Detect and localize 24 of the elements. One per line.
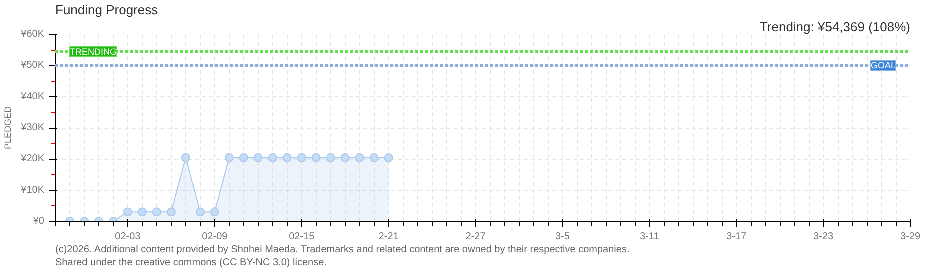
y-tick-label: ¥20K bbox=[20, 154, 45, 165]
ref-line-label: TRENDING bbox=[70, 47, 117, 58]
text: (c)2026. Additional content provided by Shohei Maeda. Trademarks and related content are owned by their respective companies. bbox=[56, 244, 630, 256]
x-tick-label: 02-03 bbox=[115, 232, 142, 242]
x-tick-label: 3-17 bbox=[726, 232, 748, 242]
chart-subtitle: Trending: ¥54,369 (108%) bbox=[760, 20, 910, 34]
y-tick-label: ¥40K bbox=[20, 91, 45, 102]
y-tick-label: ¥10K bbox=[20, 184, 45, 196]
y-tick-label: ¥50K bbox=[20, 60, 45, 72]
y-tick-label: ¥0 bbox=[32, 216, 45, 227]
x-tick-label: 2-27 bbox=[466, 232, 486, 242]
x-tick-label: 3-11 bbox=[640, 232, 660, 242]
x-tick-label: 3-23 bbox=[814, 232, 834, 242]
x-tick-label: 3-5 bbox=[555, 232, 570, 242]
x-tick-label: 02-09 bbox=[202, 232, 228, 242]
ref-line-label: GOAL bbox=[871, 60, 896, 71]
x-tick-label: 02-15 bbox=[289, 232, 316, 242]
x-tick-label: 2-21 bbox=[378, 232, 400, 242]
text: Shared under the creative commons (CC BY-NC 3.0) license. bbox=[56, 258, 327, 268]
y-tick-label: ¥30K bbox=[20, 122, 45, 134]
chart-title: Funding Progress bbox=[56, 2, 159, 18]
y-tick-label: ¥60K bbox=[20, 29, 45, 40]
x-tick-label: 3-29 bbox=[900, 232, 921, 242]
y-axis-title: PLEDGED bbox=[3, 106, 14, 150]
